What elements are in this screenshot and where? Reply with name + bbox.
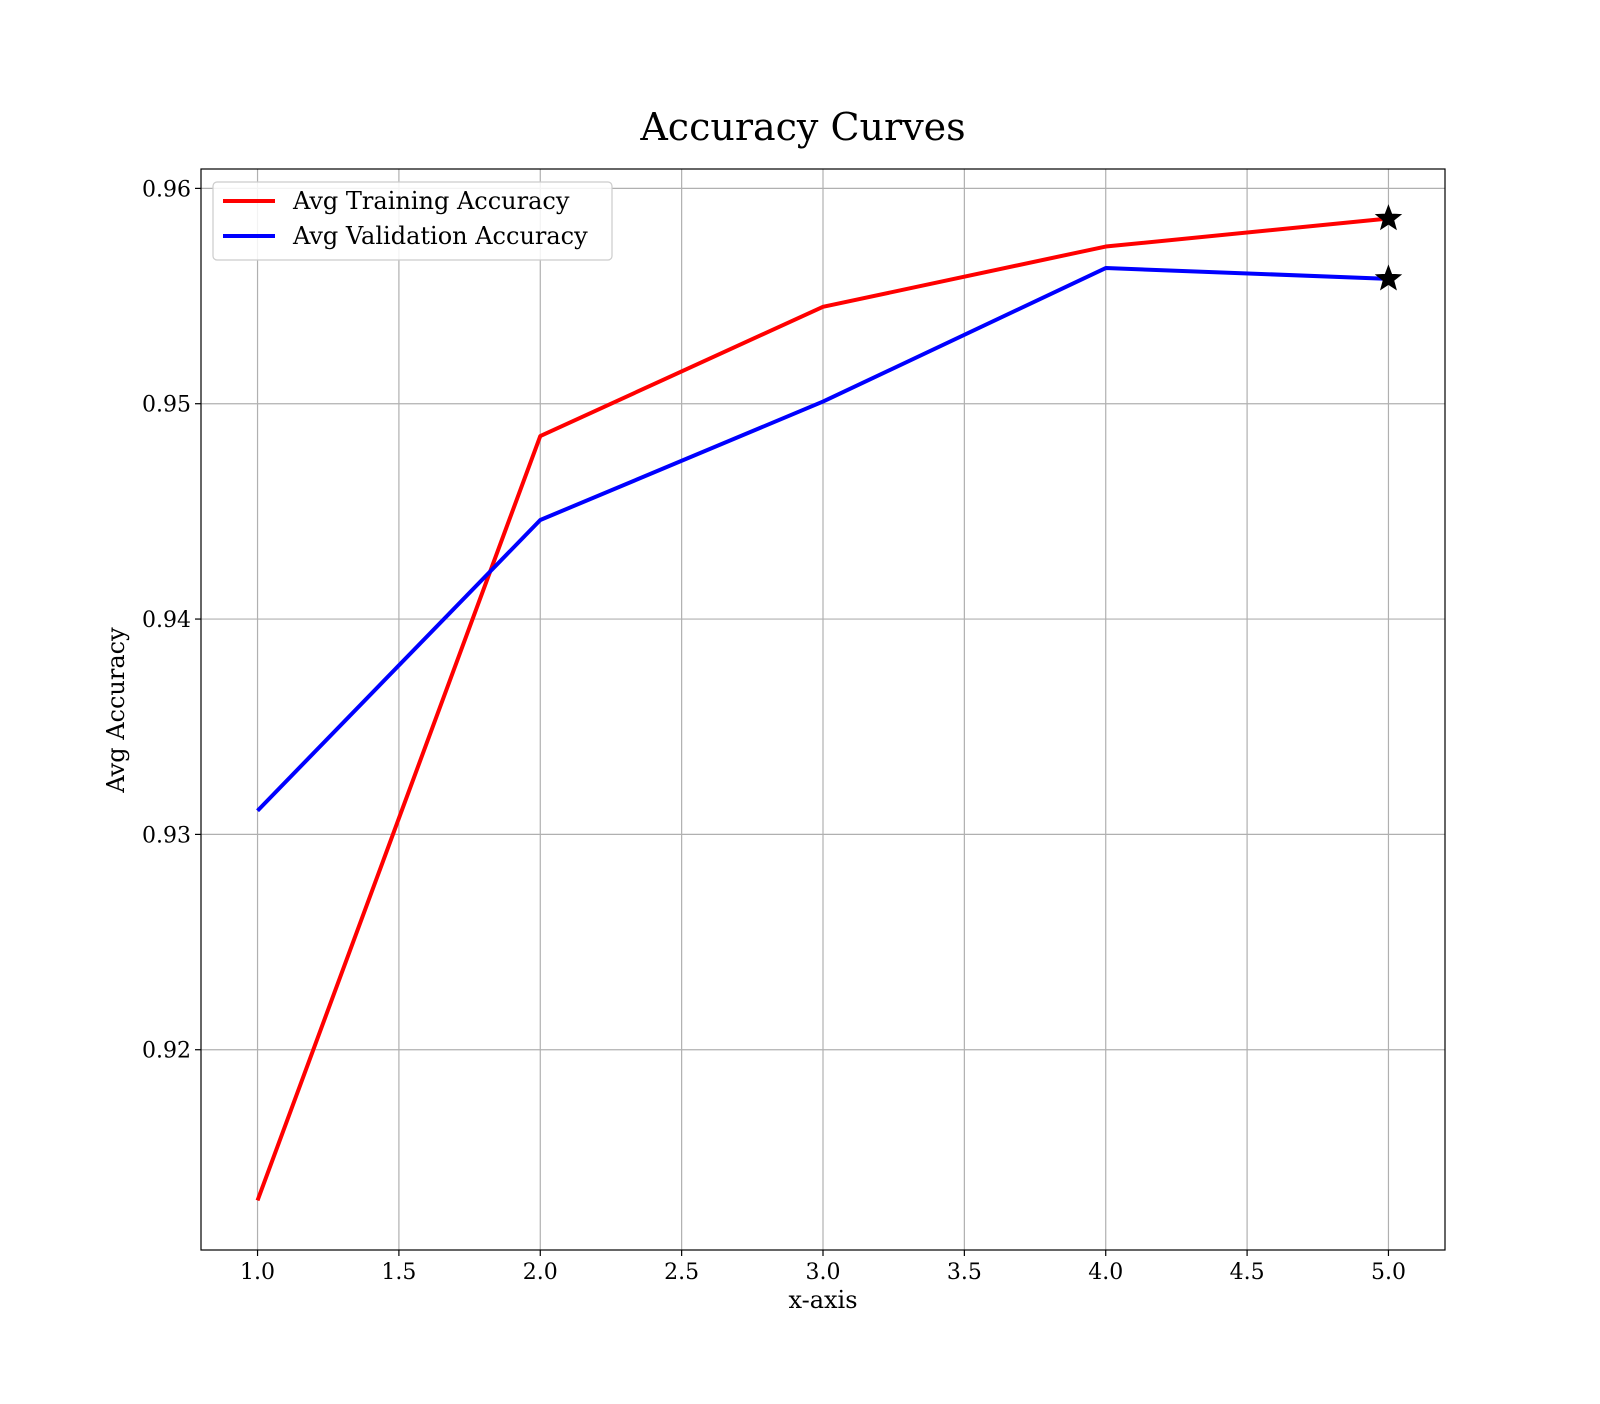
x-tick-label: 2.0 (523, 1260, 558, 1285)
x-tick-label: 3.5 (947, 1260, 982, 1285)
star-marker (1374, 264, 1403, 291)
y-axis-label: Avg Accuracy (102, 627, 130, 794)
grid-lines (201, 169, 1445, 1250)
star-marker (1374, 204, 1403, 231)
y-tick-label: 0.93 (142, 823, 191, 848)
x-tick-label: 1.0 (240, 1260, 275, 1285)
series-line-training (255, 216, 1389, 1202)
x-tick-label: 3.0 (806, 1260, 841, 1285)
legend-label: Avg Validation Accuracy (292, 222, 588, 250)
y-tick-label: 0.92 (142, 1039, 191, 1064)
axis-ticks: 1.0 1.5 2.0 2.5 3.0 3.5 4.0 4.5 5.0 0.92 0.93 0.94 0… (142, 177, 1406, 1285)
legend: Avg Training Accuracy Avg Validation Accu… (212, 181, 613, 261)
series-lines (255, 216, 1389, 1202)
x-tick-label: 2.5 (664, 1260, 699, 1285)
y-tick-label: 0.95 (142, 393, 191, 418)
series-end-markers (1374, 204, 1403, 291)
y-tick-label: 0.94 (142, 608, 191, 633)
legend-label: Avg Training Accuracy (292, 187, 570, 215)
chart-title: Accuracy Curves (639, 105, 965, 149)
x-tick-label: 4.0 (1088, 1260, 1123, 1285)
x-tick-label: 1.5 (381, 1260, 416, 1285)
legend-box (212, 181, 613, 261)
x-tick-label: 5.0 (1371, 1260, 1406, 1285)
x-tick-label: 4.5 (1230, 1260, 1265, 1285)
series-line-validation (256, 266, 1389, 813)
x-axis-label: x-axis (788, 1286, 857, 1314)
y-tick-label: 0.96 (142, 177, 191, 202)
